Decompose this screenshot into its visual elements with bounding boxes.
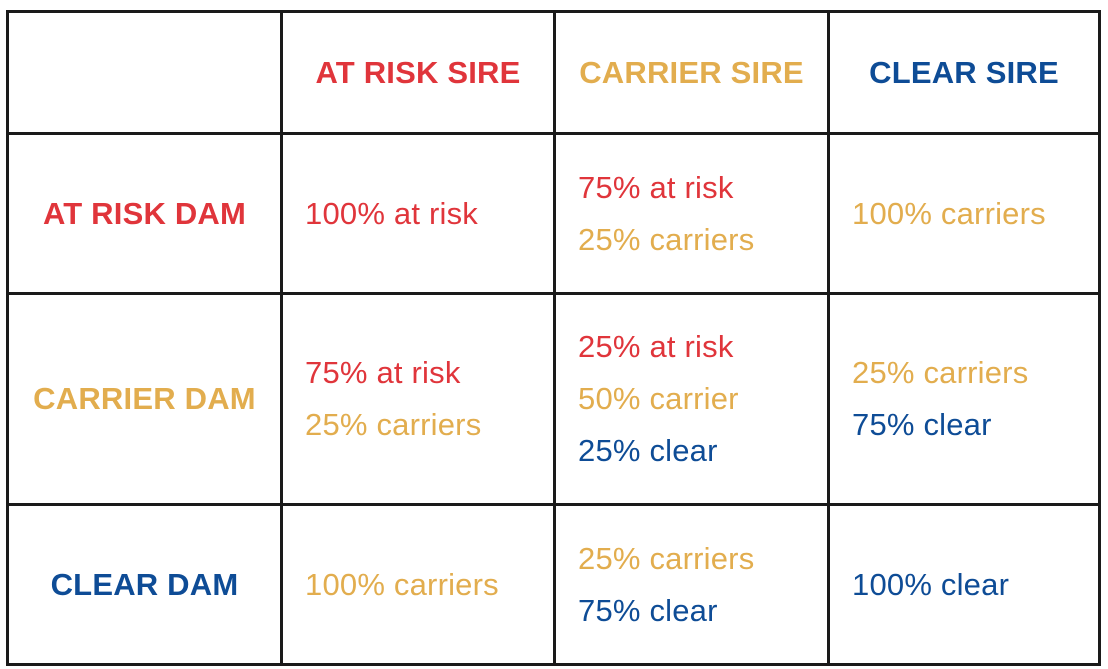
result-line-carrier: 100% carriers: [852, 195, 1046, 231]
cell-carrier-dam-carrier-sire: 25% at risk 50% carrier 25% clear: [553, 292, 830, 506]
result-line-carrier: 100% carriers: [305, 566, 499, 602]
result-line-carrier: 25% carriers: [578, 221, 755, 257]
cell-clear-dam-carrier-sire: 25% carriers 75% clear: [553, 503, 830, 666]
cell-carrier-dam-at-risk-sire: 75% at risk 25% carriers: [280, 292, 556, 506]
result-line-carrier: 25% carriers: [305, 407, 482, 442]
row-at-risk-dam: AT RISK DAM 100% at risk 75% at risk 25% …: [6, 132, 1101, 295]
row-clear-dam: CLEAR DAM 100% carriers 25% carriers 75% …: [6, 503, 1101, 666]
result-line-at-risk: 75% at risk: [305, 355, 461, 390]
cell-at-risk-dam-at-risk-sire: 100% at risk: [280, 132, 556, 295]
cell-carrier-dam-clear-sire: 25% carriers 75% clear: [827, 292, 1101, 506]
row-carrier-dam: CARRIER DAM 75% at risk 25% carriers 25% …: [6, 292, 1101, 506]
result-line-clear: 75% clear: [578, 592, 718, 628]
result-line-at-risk: 100% at risk: [305, 195, 478, 231]
result-line-carrier: 25% carriers: [578, 540, 755, 576]
result-line-clear: 75% clear: [852, 407, 992, 442]
inheritance-table: AT RISK SIRE CARRIER SIRE CLEAR SIRE AT …: [6, 10, 1101, 666]
cell-clear-dam-clear-sire: 100% clear: [827, 503, 1101, 666]
result-line-at-risk: 75% at risk: [578, 169, 734, 205]
result-line-carrier: 50% carrier: [578, 381, 739, 416]
result-line-clear: 25% clear: [578, 433, 718, 468]
inheritance-table-container: AT RISK SIRE CARRIER SIRE CLEAR SIRE AT …: [6, 10, 1101, 666]
row-header-clear-dam: CLEAR DAM: [6, 503, 283, 666]
col-header-clear-sire: CLEAR SIRE: [827, 10, 1101, 135]
result-line-carrier: 25% carriers: [852, 355, 1029, 390]
result-line-at-risk: 25% at risk: [578, 329, 734, 364]
col-header-carrier-sire: CARRIER SIRE: [553, 10, 830, 135]
cell-clear-dam-at-risk-sire: 100% carriers: [280, 503, 556, 666]
result-line-clear: 100% clear: [852, 566, 1010, 602]
row-header-at-risk-dam: AT RISK DAM: [6, 132, 283, 295]
header-row: AT RISK SIRE CARRIER SIRE CLEAR SIRE: [6, 10, 1101, 135]
row-header-carrier-dam: CARRIER DAM: [6, 292, 283, 506]
cell-at-risk-dam-clear-sire: 100% carriers: [827, 132, 1101, 295]
corner-cell: [6, 10, 283, 135]
cell-at-risk-dam-carrier-sire: 75% at risk 25% carriers: [553, 132, 830, 295]
col-header-at-risk-sire: AT RISK SIRE: [280, 10, 556, 135]
